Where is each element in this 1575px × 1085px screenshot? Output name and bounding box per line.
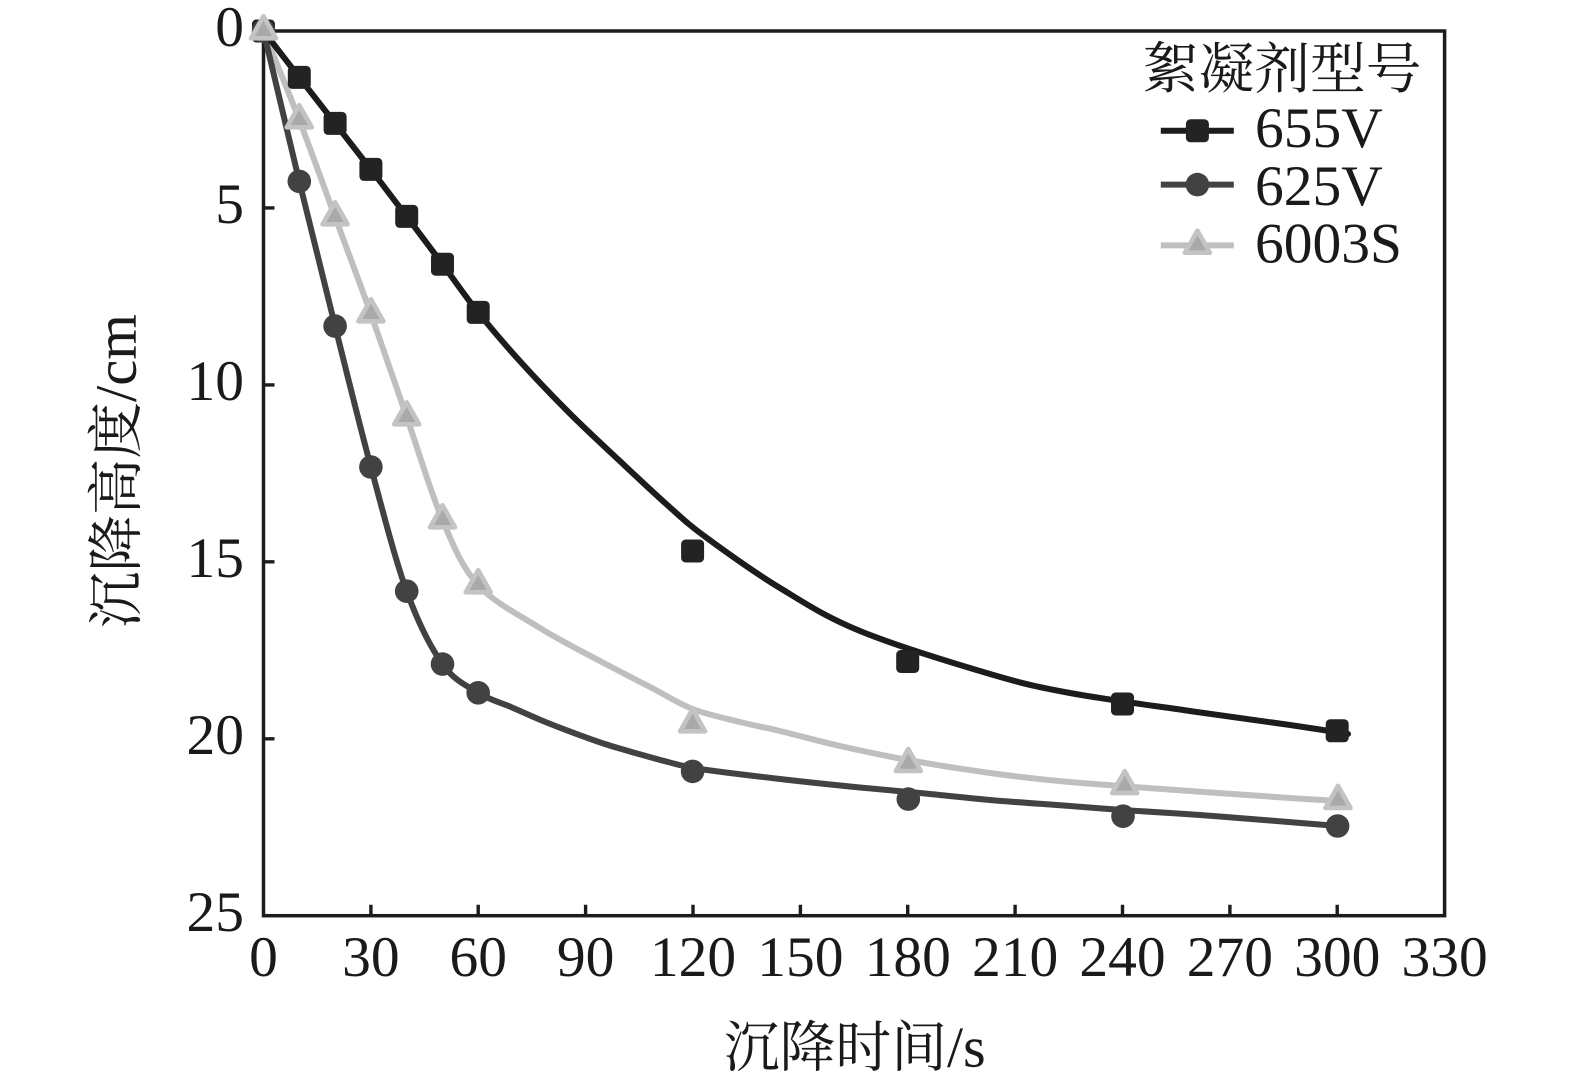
svg-text:240: 240 [1079, 926, 1165, 989]
svg-text:30: 30 [342, 926, 400, 989]
svg-text:5: 5 [215, 173, 244, 236]
svg-text:330: 330 [1401, 926, 1487, 989]
svg-text:0: 0 [215, 0, 244, 59]
svg-text:150: 150 [757, 926, 843, 989]
svg-text:6003S: 6003S [1255, 213, 1402, 276]
svg-text:655V: 655V [1255, 97, 1383, 160]
svg-text:120: 120 [650, 926, 736, 989]
svg-text:210: 210 [972, 926, 1058, 989]
svg-text:625V: 625V [1255, 155, 1383, 218]
svg-text:90: 90 [557, 926, 615, 989]
svg-text:0: 0 [249, 926, 278, 989]
svg-text:270: 270 [1187, 926, 1273, 989]
svg-text:25: 25 [187, 881, 245, 944]
svg-text:10: 10 [187, 350, 245, 413]
svg-text:300: 300 [1294, 926, 1380, 989]
svg-text:180: 180 [865, 926, 951, 989]
svg-text:15: 15 [187, 527, 245, 590]
svg-text:20: 20 [187, 704, 245, 767]
svg-text:60: 60 [449, 926, 507, 989]
